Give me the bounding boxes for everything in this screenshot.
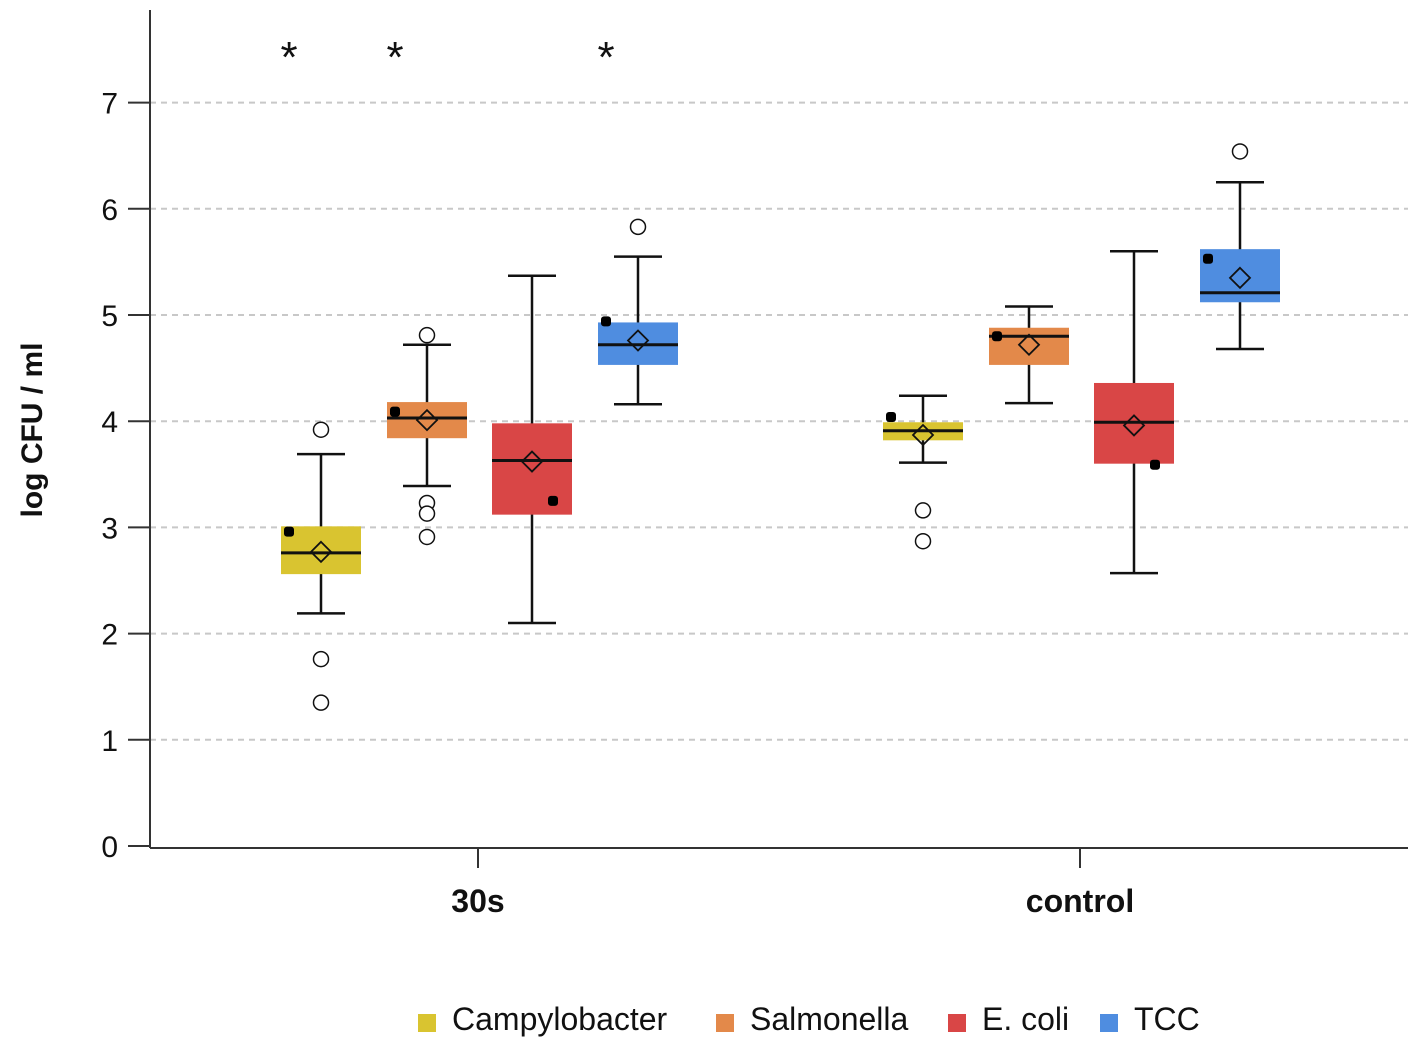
legend-label: E. coli bbox=[982, 1001, 1069, 1037]
mean-marker bbox=[520, 450, 544, 473]
y-tick-label: 3 bbox=[101, 512, 118, 545]
outlier-point bbox=[312, 694, 330, 711]
outlier-point bbox=[312, 421, 330, 438]
y-tick-label: 0 bbox=[101, 831, 118, 864]
y-tick-label: 6 bbox=[101, 194, 118, 227]
highlight-point bbox=[992, 331, 1002, 342]
axes: 0 1 2 3 4 5 6 7 30s control bbox=[101, 10, 1408, 919]
legend-swatch bbox=[418, 1014, 436, 1032]
legend-label: Salmonella bbox=[750, 1001, 909, 1037]
y-tick-label: 7 bbox=[101, 88, 118, 121]
iqr-box bbox=[387, 402, 467, 439]
highlight-point bbox=[284, 526, 294, 537]
outlier-point bbox=[418, 528, 436, 546]
mean-marker bbox=[626, 329, 650, 352]
highlight-point bbox=[886, 411, 896, 422]
box-tcc-30s: * bbox=[597, 33, 678, 406]
boxes: * * * bbox=[280, 33, 1280, 711]
mean-marker bbox=[911, 423, 935, 447]
box-e-coli-control bbox=[1094, 250, 1174, 575]
y-axis-label: log CFU / ml bbox=[16, 343, 49, 518]
highlight-point bbox=[601, 316, 611, 327]
highlight-point bbox=[548, 495, 558, 506]
highlight-point bbox=[1150, 459, 1160, 470]
x-category-label: 30s bbox=[451, 883, 504, 919]
box-campylobacter-control bbox=[883, 394, 963, 550]
mean-marker bbox=[415, 408, 439, 432]
outlier-point bbox=[629, 218, 647, 236]
y-tick-label: 1 bbox=[101, 725, 118, 758]
significance-marker: * bbox=[597, 33, 614, 82]
y-tick-label: 4 bbox=[101, 406, 118, 439]
mean-marker bbox=[1122, 414, 1146, 437]
iqr-box bbox=[492, 423, 572, 515]
legend-label: Campylobacter bbox=[452, 1001, 668, 1037]
legend-swatch bbox=[948, 1014, 966, 1032]
outlier-point bbox=[418, 326, 436, 344]
significance-marker: * bbox=[280, 33, 297, 82]
box-e-coli-30s bbox=[492, 274, 572, 625]
outlier-point bbox=[418, 505, 436, 522]
grid-lines bbox=[150, 101, 1408, 741]
outlier-point bbox=[914, 502, 932, 519]
highlight-point bbox=[390, 406, 400, 417]
highlight-point bbox=[1203, 253, 1213, 264]
significance-marker: * bbox=[386, 33, 403, 82]
box-campylobacter-30s: * bbox=[280, 33, 361, 711]
box-salmonella-30s: * bbox=[386, 33, 467, 546]
legend: Campylobacter Salmonella E. coli TCC bbox=[418, 1001, 1200, 1037]
mean-marker bbox=[309, 540, 333, 564]
x-category-label: control bbox=[1026, 883, 1134, 919]
legend-label: TCC bbox=[1134, 1001, 1200, 1037]
mean-marker bbox=[1228, 266, 1252, 290]
box-salmonella-control bbox=[989, 305, 1069, 405]
iqr-box bbox=[281, 526, 361, 575]
mean-marker bbox=[1017, 333, 1041, 357]
y-tick-label: 5 bbox=[101, 300, 118, 333]
legend-swatch bbox=[716, 1014, 734, 1032]
outlier-point bbox=[914, 532, 932, 550]
outlier-point bbox=[312, 650, 330, 668]
box-tcc-control bbox=[1200, 143, 1280, 351]
outlier-point bbox=[1231, 143, 1249, 160]
legend-swatch bbox=[1100, 1014, 1118, 1032]
y-tick-label: 2 bbox=[101, 619, 118, 652]
